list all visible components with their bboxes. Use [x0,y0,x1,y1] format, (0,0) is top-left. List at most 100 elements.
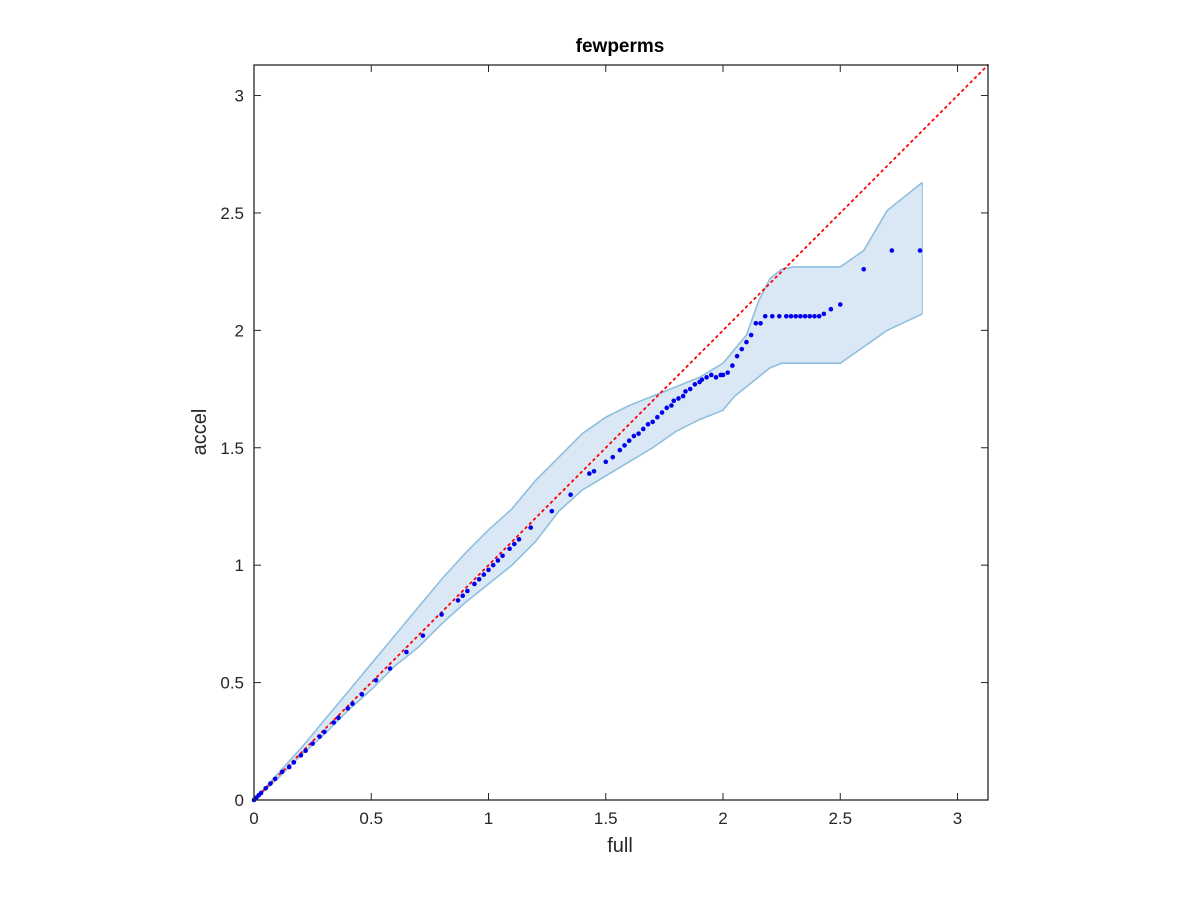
data-point [455,598,461,603]
data-point [272,776,278,782]
data-point [528,525,534,530]
x-tick-label: 3 [953,809,962,828]
data-point [699,377,705,382]
axes-frame [253,64,989,801]
data-point [636,431,641,436]
data-point [512,541,517,547]
data-point [263,785,269,791]
x-tick-label: 1.5 [594,809,618,828]
band-upper-edge [253,181,923,801]
data-point [439,612,444,617]
data-point [298,753,304,758]
x-tick-label: 2 [718,809,727,828]
data-point [708,372,714,378]
data-point [758,321,763,326]
plot-box [253,64,989,801]
data-point [798,313,803,319]
data-point [645,421,651,427]
data-point [331,720,337,725]
data-point [683,389,688,394]
data-point [481,572,487,577]
data-point [837,302,843,307]
data-point [687,386,693,392]
data-point [617,447,623,453]
data-point [476,576,482,582]
data-point [676,396,681,401]
data-point [664,405,670,411]
data-point [650,419,655,425]
data-point [516,537,522,542]
y-tick-label: 0 [235,791,244,810]
x-tick-label: 1 [484,809,493,828]
data-point [725,370,730,375]
data-point [291,760,297,765]
data-point [359,692,365,697]
data-point [268,781,273,786]
data-point [788,313,794,319]
data-point [387,666,393,671]
data-point [507,546,512,552]
data-point [659,410,665,415]
data-point [310,741,315,746]
data-point [762,313,768,319]
x-tick-label: 0.5 [359,809,383,828]
data-point [610,454,616,460]
data-point [680,393,686,399]
y-axis-label: accel [189,409,211,456]
data-point [748,332,754,338]
data-point [671,398,677,404]
data-point [286,764,292,770]
data-point [784,313,789,319]
data-points [251,248,923,803]
x-tick-label: 2.5 [828,809,852,828]
data-point [486,567,491,573]
data-point [861,266,867,272]
data-point [591,468,597,474]
x-axis-label: full [607,835,633,857]
data-point [776,313,782,319]
data-point [587,471,592,476]
data-point [472,581,477,587]
data-point [631,433,637,439]
data-point [802,313,808,319]
data-point [720,372,726,378]
data-point [753,321,759,326]
data-point [549,508,555,514]
data-point [303,748,308,753]
x-tick-label: 0 [249,809,258,828]
data-point [807,313,813,319]
data-point [704,375,709,380]
data-point [713,375,719,380]
data-point [500,553,505,559]
data-point [640,426,646,432]
y-tick-label: 0.5 [220,674,244,693]
y-tick-label: 1 [235,556,244,575]
data-point [350,701,355,707]
band-lower-edge [253,313,923,801]
data-point [460,593,466,599]
data-point [622,443,627,448]
data-point [821,311,827,317]
data-point [812,313,817,319]
data-point [734,353,740,359]
y-tick-label: 3 [235,87,244,106]
data-point [258,790,264,796]
data-point [420,633,426,638]
reference-line-layer [253,64,989,801]
data-point [744,339,749,345]
data-point [917,248,923,253]
data-point [730,363,735,368]
data-point [769,313,775,319]
data-point [317,734,322,739]
data-point [828,306,834,312]
data-point [816,313,822,319]
data-point [345,706,351,711]
axis-ticks: 0 0.5 1 1.5 2 2.5 3 0 0.5 1 1.5 2 2.5 3 [220,65,988,828]
data-point [404,649,409,655]
reference-line [253,64,989,801]
data-point [568,492,573,498]
y-tick-label: 2.5 [220,204,244,223]
data-point [669,403,674,408]
y-tick-label: 2 [235,321,244,340]
